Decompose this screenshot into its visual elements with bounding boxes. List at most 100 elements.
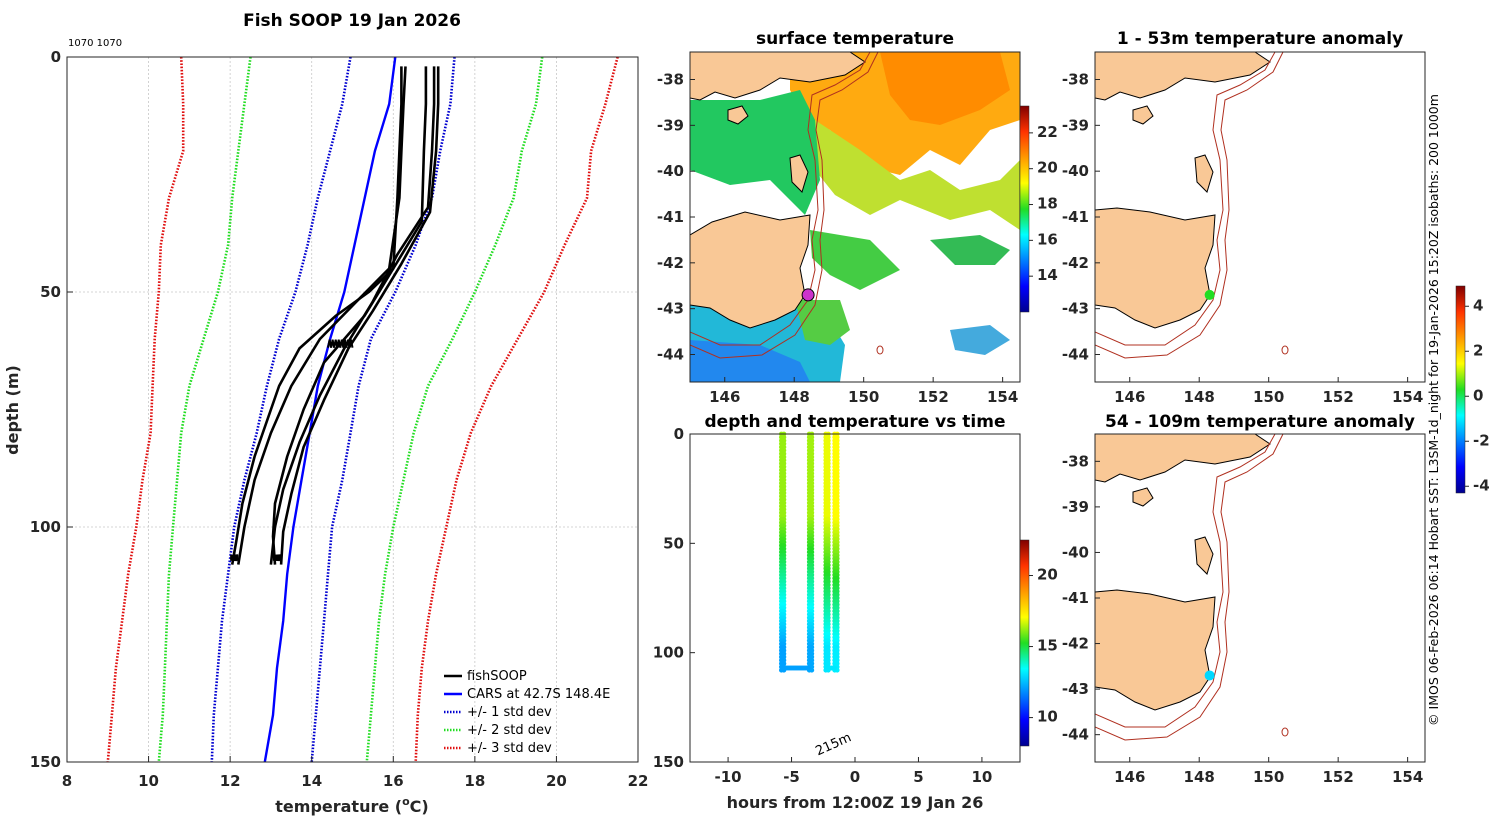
timeseries-point — [809, 582, 815, 588]
timeseries-point — [809, 543, 815, 548]
timeseries-point — [825, 526, 831, 532]
surface-map-panel: surface temperature 146 148 1 — [657, 29, 1058, 406]
timeseries-point — [834, 615, 840, 621]
timeseries-point — [825, 628, 831, 634]
anomaly-map-1-ytick-label: -43 — [1062, 300, 1089, 318]
timeseries-point — [809, 615, 815, 621]
timeseries-point — [781, 582, 787, 588]
timeseries-point — [825, 589, 831, 594]
legend-std2: +/- 2 std dev — [467, 723, 552, 738]
legend-fishsoop: fishSOOP — [467, 669, 527, 684]
timeseries-point — [834, 444, 840, 450]
sst-cold-south — [690, 340, 810, 382]
profile-line-cars-3-std — [106, 56, 185, 763]
timeseries-point — [825, 480, 831, 486]
timeseries-colorbar-tick-label: 15 — [1037, 637, 1058, 655]
timeseries-point — [809, 631, 815, 637]
timeseries-point — [834, 507, 840, 512]
anomaly-map-1-plot — [1095, 52, 1425, 382]
surface-map-ytick-label: -42 — [657, 254, 684, 272]
profile-line-fishsoop-cast-5 — [279, 66, 440, 565]
timeseries-point — [834, 480, 840, 486]
timeseries-point — [781, 605, 787, 611]
timeseries-point — [781, 464, 787, 470]
anomaly-map-2-ticks: 146 148 150 152 154 -38 -39 -40 -41 -42 -43 -44 — [1062, 452, 1423, 786]
flinders-island-shape — [1194, 536, 1214, 575]
profile-axes-box — [66, 56, 639, 763]
timeseries-point — [809, 589, 815, 594]
timeseries-point — [781, 497, 787, 502]
timeseries-point — [834, 464, 840, 470]
profile-xtick-label: 12 — [220, 772, 241, 790]
legend-cars: CARS at 42.7S 148.4E — [467, 687, 610, 702]
timeseries-point — [834, 546, 840, 552]
timeseries-point — [825, 477, 831, 483]
timeseries-point — [834, 657, 840, 663]
timeseries-point — [809, 493, 815, 499]
timeseries-point — [834, 510, 840, 516]
timeseries-point — [781, 480, 787, 486]
anomaly-map-2-xtick-label: 150 — [1253, 768, 1284, 786]
timeseries-point — [834, 631, 840, 637]
profile-line-fishsoop-cast-1 — [230, 66, 403, 565]
anomaly-map-2-ytick-label: -42 — [1062, 635, 1089, 653]
profile-line-fishsoop-cast-4 — [269, 66, 436, 565]
timeseries-point — [825, 500, 831, 506]
timeseries-point — [809, 572, 815, 578]
timeseries-point — [825, 621, 831, 627]
timeseries-point — [825, 451, 831, 457]
timeseries-point — [834, 549, 840, 555]
anomaly-map-2-plot — [1095, 434, 1425, 762]
timeseries-point — [781, 451, 787, 457]
anomaly-map-2-ytick-label: -44 — [1062, 726, 1089, 744]
surface-map-ytick-label: -38 — [657, 71, 684, 89]
surface-map-xtick-label: 154 — [987, 388, 1018, 406]
timeseries-point — [834, 598, 840, 604]
king-island-shape — [1132, 487, 1154, 507]
timeseries-point — [809, 484, 815, 489]
sst-south-east-patch — [950, 325, 1010, 355]
profile-series — [106, 56, 619, 763]
isobath-1000 — [1095, 52, 1284, 359]
timeseries-xtick-label: 5 — [913, 768, 923, 786]
anomaly-map-2-xtick-label: 146 — [1114, 768, 1145, 786]
timeseries-point — [825, 566, 831, 571]
timeseries-point — [809, 507, 815, 512]
anomaly-colorbar-tick-label: -2 — [1473, 431, 1490, 449]
profile-line-cars-1-std — [210, 56, 352, 763]
timeseries-colorbar-ticks: 10 15 20 — [1029, 566, 1058, 726]
surface-map-ytick-label: -40 — [657, 162, 684, 180]
timeseries-point — [825, 572, 831, 578]
timeseries-point — [825, 657, 831, 663]
anomaly-map-1-ytick-label: -39 — [1062, 116, 1089, 134]
timeseries-point — [781, 644, 787, 650]
isobath-200 — [690, 52, 871, 346]
sst-colorbar-tick-label: 22 — [1037, 123, 1058, 141]
timeseries-point — [825, 516, 831, 522]
timeseries-point — [809, 510, 815, 516]
timeseries-point — [781, 641, 787, 647]
sst-shelf-patch — [795, 300, 850, 345]
anomaly-2-marker — [1204, 670, 1215, 681]
profile-xlabel: temperature (oC) — [275, 795, 428, 816]
mainland-shape — [1095, 434, 1271, 483]
timeseries-point — [809, 530, 815, 535]
anomaly-map-2-panel: 54 - 109m temperature anomaly 146 148 150 1… — [1062, 412, 1426, 786]
timeseries-point — [834, 572, 840, 578]
timeseries-point — [834, 434, 840, 440]
timeseries-point — [781, 598, 787, 604]
mainland-shape — [1095, 52, 1271, 101]
timeseries-point — [809, 477, 815, 483]
isobath-1000 — [690, 52, 879, 359]
timeseries-point — [809, 628, 815, 634]
timeseries-point — [809, 467, 815, 473]
timeseries-point — [825, 608, 831, 614]
king-island-shape — [1132, 105, 1154, 125]
timeseries-point — [781, 434, 787, 440]
timeseries-point — [834, 474, 840, 479]
profile-line-fishsoop-cast-2 — [237, 66, 407, 565]
sst-colorbar-tick-label: 20 — [1037, 159, 1058, 177]
timeseries-point — [781, 654, 787, 660]
anomaly-map-1-ytick-label: -41 — [1062, 208, 1089, 226]
timeseries-point — [809, 533, 815, 539]
